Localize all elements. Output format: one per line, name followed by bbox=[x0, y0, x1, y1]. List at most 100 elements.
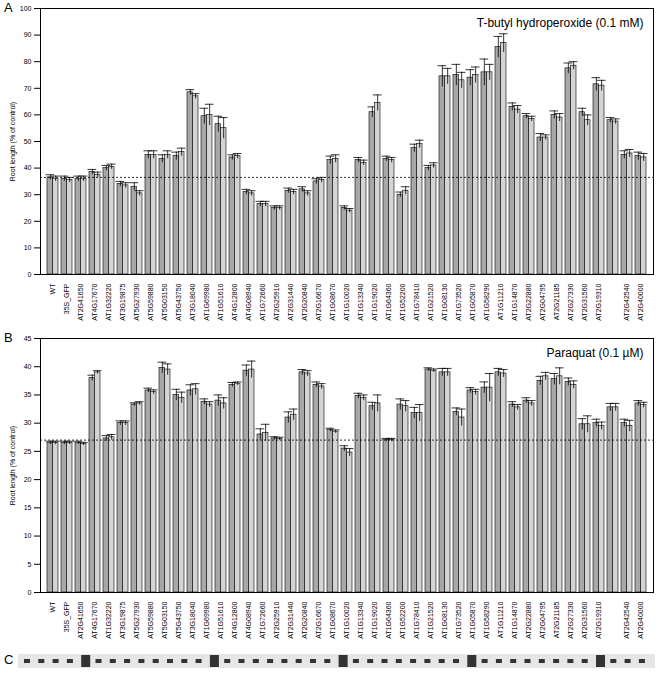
svg-text:45: 45 bbox=[24, 335, 32, 342]
svg-text:AT5G27930: AT5G27930 bbox=[133, 601, 140, 638]
svg-text:AT1G72660: AT1G72660 bbox=[259, 283, 266, 320]
svg-text:WT: WT bbox=[49, 601, 56, 613]
svg-text:AT1G52200: AT1G52200 bbox=[399, 283, 406, 320]
svg-text:AT2G04795: AT2G04795 bbox=[539, 601, 546, 638]
svg-text:AT2G21185: AT2G21185 bbox=[553, 601, 560, 638]
svg-text:Paraquat (0.1 µM): Paraquat (0.1 µM) bbox=[547, 346, 644, 360]
svg-text:AT1G32220: AT1G32220 bbox=[105, 283, 112, 320]
svg-text:5: 5 bbox=[28, 561, 32, 568]
svg-text:AT2G25910: AT2G25910 bbox=[273, 601, 280, 638]
svg-text:AT3G19875: AT3G19875 bbox=[119, 601, 126, 638]
svg-text:90: 90 bbox=[24, 31, 32, 38]
svg-text:AT1G05870: AT1G05870 bbox=[469, 283, 476, 320]
svg-text:AT2G25910: AT2G25910 bbox=[273, 283, 280, 320]
svg-text:AT1G21520: AT1G21520 bbox=[427, 601, 434, 638]
svg-text:AT2G20840: AT2G20840 bbox=[301, 601, 308, 638]
svg-text:AT1G73520: AT1G73520 bbox=[455, 283, 462, 320]
svg-text:Root length (% of control): Root length (% of control) bbox=[9, 426, 17, 505]
svg-text:AT1G05870: AT1G05870 bbox=[469, 601, 476, 638]
svg-text:AT1G10020: AT1G10020 bbox=[343, 601, 350, 638]
svg-text:AT1G78410: AT1G78410 bbox=[413, 283, 420, 320]
svg-text:70: 70 bbox=[24, 85, 32, 92]
svg-text:AT2G31440: AT2G31440 bbox=[287, 283, 294, 320]
svg-text:AT2G42540: AT2G42540 bbox=[623, 601, 630, 638]
svg-text:AT2G19310: AT2G19310 bbox=[595, 601, 602, 638]
svg-text:AT1G14870: AT1G14870 bbox=[511, 601, 518, 638]
svg-text:AT2G21185: AT2G21185 bbox=[553, 283, 560, 320]
svg-text:AT4G08940: AT4G08940 bbox=[245, 283, 252, 320]
svg-text:AT2G20840: AT2G20840 bbox=[301, 283, 308, 320]
svg-text:AT5G03150: AT5G03150 bbox=[161, 601, 168, 638]
svg-text:AT2G22880: AT2G22880 bbox=[525, 601, 532, 638]
svg-text:AT2G31560: AT2G31560 bbox=[581, 601, 588, 638]
svg-text:35S_GFP: 35S_GFP bbox=[63, 283, 71, 314]
svg-text:AT1G08130: AT1G08130 bbox=[441, 601, 448, 638]
svg-text:AT1G19020: AT1G19020 bbox=[371, 601, 378, 638]
svg-text:AT4G12800: AT4G12800 bbox=[231, 283, 238, 320]
svg-text:AT2G22880: AT2G22880 bbox=[525, 283, 532, 320]
svg-text:AT1G11210: AT1G11210 bbox=[497, 283, 504, 320]
svg-text:AT2G42540: AT2G42540 bbox=[623, 283, 630, 320]
svg-text:WT: WT bbox=[49, 283, 56, 295]
svg-text:50: 50 bbox=[24, 138, 32, 145]
svg-text:AT5G43750: AT5G43750 bbox=[175, 283, 182, 320]
svg-text:100: 100 bbox=[20, 5, 32, 12]
svg-text:AT1G13340: AT1G13340 bbox=[357, 283, 364, 320]
svg-text:AT1G08670: AT1G08670 bbox=[329, 283, 336, 320]
svg-text:AT1G51610: AT1G51610 bbox=[217, 283, 224, 320]
svg-text:15: 15 bbox=[24, 504, 32, 511]
svg-text:AT5G43750: AT5G43750 bbox=[175, 601, 182, 638]
svg-text:30: 30 bbox=[24, 191, 32, 198]
svg-text:AT1G78410: AT1G78410 bbox=[413, 601, 420, 638]
svg-text:0: 0 bbox=[28, 589, 32, 596]
svg-text:AT2G19310: AT2G19310 bbox=[595, 283, 602, 320]
svg-text:20: 20 bbox=[24, 218, 32, 225]
svg-text:T-butyl hydroperoxide (0.1 mM): T-butyl hydroperoxide (0.1 mM) bbox=[477, 16, 644, 30]
svg-text:Root length (% of control): Root length (% of control) bbox=[9, 102, 17, 181]
svg-text:25: 25 bbox=[24, 448, 32, 455]
svg-text:35: 35 bbox=[24, 391, 32, 398]
svg-text:AT1G13340: AT1G13340 bbox=[357, 601, 364, 638]
svg-text:AT1G11210: AT1G11210 bbox=[497, 601, 504, 638]
svg-text:AT2G16670: AT2G16670 bbox=[315, 601, 322, 638]
svg-text:20: 20 bbox=[24, 476, 32, 483]
svg-text:AT2G40000: AT2G40000 bbox=[637, 601, 644, 638]
svg-text:AT4G12800: AT4G12800 bbox=[231, 601, 238, 638]
svg-text:AT1G72660: AT1G72660 bbox=[259, 601, 266, 638]
svg-text:AT1G64360: AT1G64360 bbox=[385, 601, 392, 638]
svg-text:AT5G03150: AT5G03150 bbox=[161, 283, 168, 320]
svg-text:AT1G73520: AT1G73520 bbox=[455, 601, 462, 638]
svg-text:AT1G51610: AT1G51610 bbox=[217, 601, 224, 638]
svg-text:40: 40 bbox=[24, 363, 32, 370]
svg-text:10: 10 bbox=[24, 532, 32, 539]
svg-text:AT1G64360: AT1G64360 bbox=[385, 283, 392, 320]
svg-text:AT1G08130: AT1G08130 bbox=[441, 283, 448, 320]
svg-text:AT1G58290: AT1G58290 bbox=[483, 283, 490, 320]
svg-text:10: 10 bbox=[24, 244, 32, 251]
svg-text:AT1G69980: AT1G69980 bbox=[203, 601, 210, 638]
svg-text:AT1G32220: AT1G32220 bbox=[105, 601, 112, 638]
svg-text:AT2G40000: AT2G40000 bbox=[637, 283, 644, 320]
svg-text:35S_GFP: 35S_GFP bbox=[63, 601, 71, 632]
svg-text:AT2G27330: AT2G27330 bbox=[567, 601, 574, 638]
svg-text:AT1G14870: AT1G14870 bbox=[511, 283, 518, 320]
svg-text:AT2G04795: AT2G04795 bbox=[539, 283, 546, 320]
svg-text:AT1G58290: AT1G58290 bbox=[483, 601, 490, 638]
svg-text:AT2G41650: AT2G41650 bbox=[77, 601, 84, 638]
svg-text:AT3G19875: AT3G19875 bbox=[119, 283, 126, 320]
svg-text:AT3G18040: AT3G18040 bbox=[189, 283, 196, 320]
svg-text:AT1G69980: AT1G69980 bbox=[203, 283, 210, 320]
svg-text:AT2G16670: AT2G16670 bbox=[315, 283, 322, 320]
svg-text:AT2G31440: AT2G31440 bbox=[287, 601, 294, 638]
svg-text:AT2G31560: AT2G31560 bbox=[581, 283, 588, 320]
svg-text:AT1G19020: AT1G19020 bbox=[371, 283, 378, 320]
svg-text:AT5G59880: AT5G59880 bbox=[147, 601, 154, 638]
svg-text:AT2G27330: AT2G27330 bbox=[567, 283, 574, 320]
svg-text:AT4G17670: AT4G17670 bbox=[91, 601, 98, 638]
svg-text:80: 80 bbox=[24, 58, 32, 65]
svg-text:AT1G21520: AT1G21520 bbox=[427, 283, 434, 320]
svg-text:AT3G18040: AT3G18040 bbox=[189, 601, 196, 638]
svg-text:AT1G08670: AT1G08670 bbox=[329, 601, 336, 638]
svg-text:AT2G41650: AT2G41650 bbox=[77, 283, 84, 320]
svg-text:30: 30 bbox=[24, 419, 32, 426]
